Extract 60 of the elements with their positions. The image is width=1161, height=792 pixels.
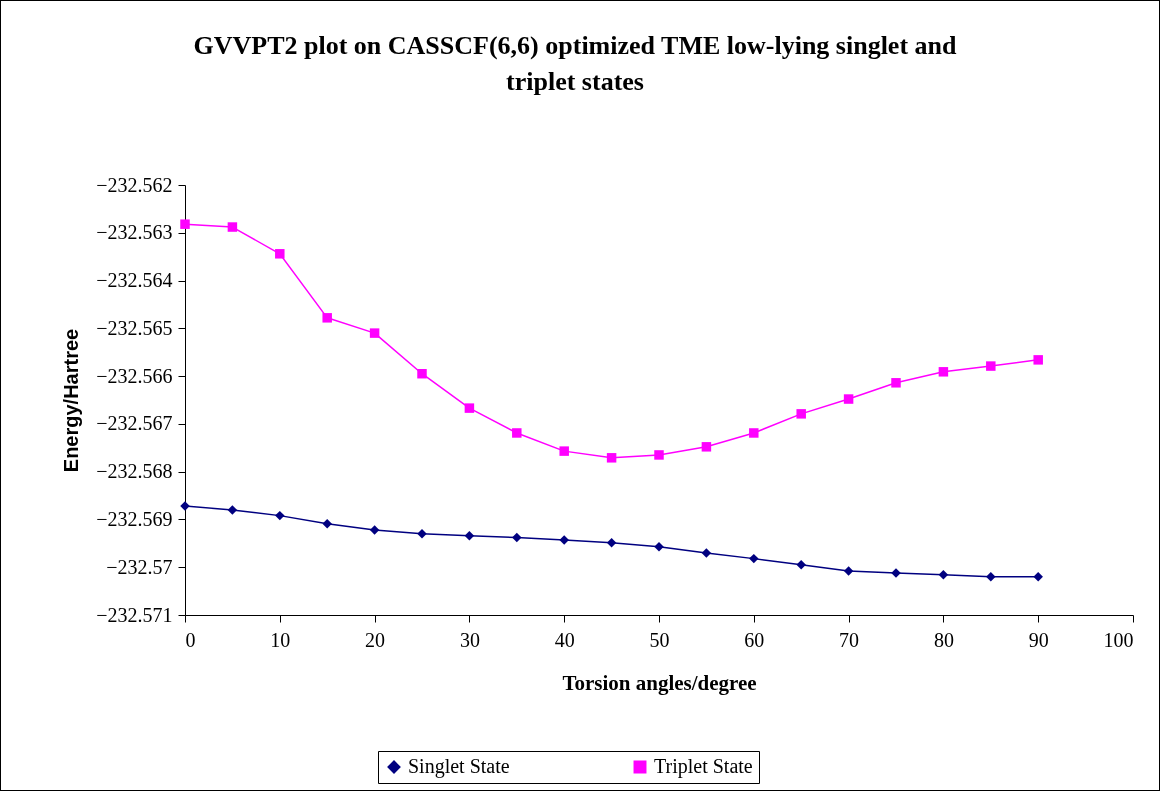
point — [606, 538, 617, 548]
legend-label: Triplet State — [654, 755, 753, 778]
point — [1033, 355, 1043, 365]
x-tick-label: 20 — [365, 628, 386, 651]
point — [275, 249, 285, 259]
y-tick-label: −232.565 — [96, 316, 173, 339]
point — [227, 505, 238, 515]
point — [843, 394, 854, 404]
point — [417, 368, 427, 379]
x-tick-label: 30 — [459, 628, 480, 651]
y-tick-label: −232.566 — [96, 364, 173, 387]
y-tick-label: −232.563 — [96, 221, 173, 244]
point — [606, 453, 617, 463]
y-tick-label: −232.568 — [96, 460, 173, 483]
point — [843, 566, 854, 576]
point — [796, 409, 806, 419]
y-tick-label: −232.564 — [96, 269, 173, 292]
point — [322, 519, 332, 529]
x-tick-label: 70 — [839, 628, 860, 651]
point — [891, 378, 901, 388]
point — [464, 530, 475, 541]
point — [938, 367, 949, 377]
point — [322, 313, 332, 323]
point — [512, 428, 522, 438]
x-tick-label: 40 — [554, 628, 575, 651]
chart-title: GVVPT2 plot on CASSCF(6,6) optimized TME low-lying singlet and triplet states — [193, 31, 958, 96]
point — [701, 548, 712, 558]
x-tick-label: 50 — [649, 628, 670, 651]
point — [227, 222, 238, 232]
legend-label: Singlet State — [408, 755, 510, 778]
x-tick-label: 100 — [1103, 628, 1134, 651]
point — [749, 553, 759, 564]
point — [654, 450, 664, 460]
x-tick-label: 0 — [185, 628, 196, 651]
point — [701, 442, 712, 452]
point — [986, 572, 996, 582]
y-tick-label: −232.569 — [96, 507, 173, 530]
point — [796, 560, 806, 570]
y-tick-label: −232.571 — [96, 603, 173, 626]
x-tick-label: 80 — [933, 628, 954, 651]
x-tick-label: 90 — [1028, 628, 1049, 651]
point — [749, 428, 759, 438]
y-tick-label: −232.57 — [106, 555, 173, 578]
point — [1033, 572, 1043, 582]
point — [369, 328, 380, 338]
x-axis-title: Torsion angles/degree — [562, 670, 757, 695]
point — [369, 525, 380, 535]
point — [654, 541, 664, 552]
point — [938, 570, 949, 580]
point — [464, 403, 475, 413]
y-axis-title: Energy/Hartree — [60, 328, 83, 473]
point — [559, 446, 569, 456]
point — [180, 219, 190, 229]
y-tick-label: −232.567 — [96, 412, 173, 435]
point — [986, 361, 996, 371]
x-tick-label: 10 — [270, 628, 291, 651]
y-tick-label: −232.562 — [96, 173, 173, 196]
x-tick-label: 60 — [744, 628, 765, 651]
point — [275, 510, 285, 521]
point — [512, 532, 522, 543]
